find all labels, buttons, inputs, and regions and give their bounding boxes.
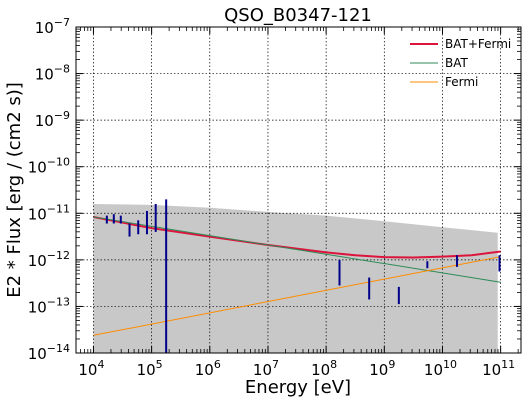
y-tick-label: 10−11 — [28, 202, 70, 223]
x-tick-label: 107 — [253, 358, 279, 379]
legend-label: BAT+Fermi — [445, 37, 511, 51]
x-tick-label: 1010 — [424, 358, 457, 379]
x-axis-label: Energy [eV] — [245, 377, 351, 398]
y-axis-label: E2 * Flux [erg / (cm2 s)] — [4, 82, 25, 298]
series-line-fermi — [93, 256, 501, 336]
y-tick-label: 10−8 — [35, 63, 70, 84]
chart-title: QSO_B0347-121 — [224, 5, 372, 26]
x-tick-label: 105 — [137, 358, 163, 379]
x-tick-label: 108 — [311, 358, 337, 379]
x-tick-label: 1011 — [482, 358, 515, 379]
y-tick-label: 10−10 — [28, 156, 70, 177]
legend: BAT+Fermi BAT Fermi — [410, 37, 511, 89]
series-line-bat-fermi — [93, 216, 501, 259]
axis-ticks: 104 105 106 107 108 109 1010 1011 10−14 10−13 10−1… — [28, 16, 521, 379]
y-tick-label: 10−14 — [28, 342, 70, 363]
plot-area — [75, 26, 522, 354]
x-tick-label: 104 — [78, 358, 104, 379]
x-tick-label: 109 — [369, 358, 395, 379]
y-tick-label: 10−13 — [28, 295, 70, 316]
legend-label: BAT — [445, 56, 469, 70]
y-tick-label: 10−12 — [28, 249, 70, 270]
axes-frame — [75, 26, 522, 354]
legend-label: Fermi — [445, 75, 478, 89]
y-tick-label: 10−7 — [35, 16, 70, 37]
series-line-bat — [93, 216, 501, 283]
y-tick-label: 10−9 — [35, 109, 70, 130]
x-tick-label: 106 — [195, 358, 221, 379]
